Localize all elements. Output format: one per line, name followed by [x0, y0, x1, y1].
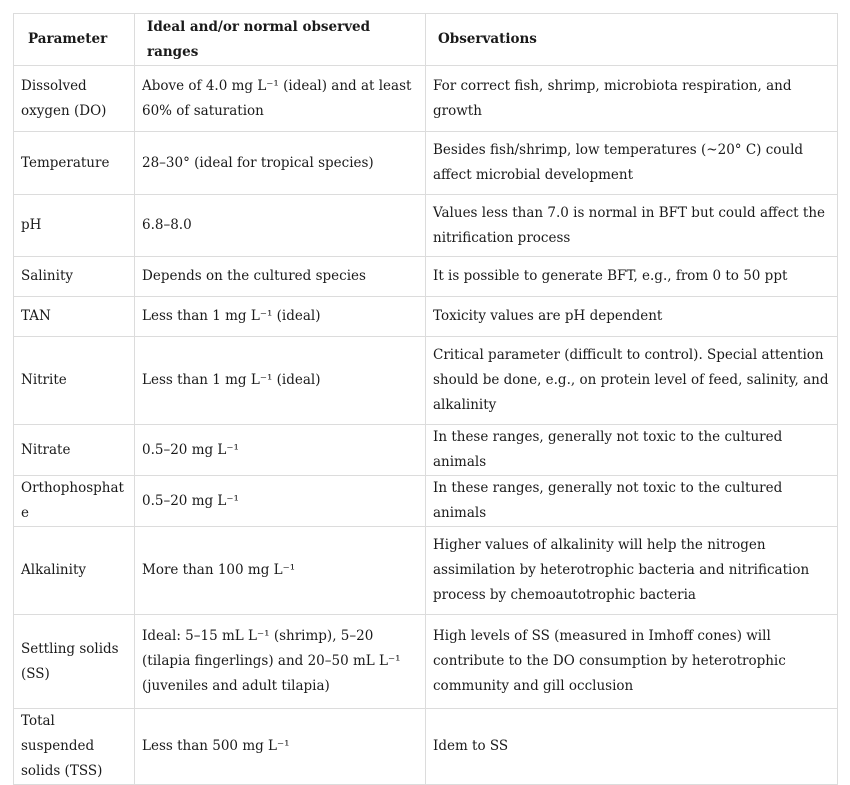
- header-observations: Observations: [425, 13, 838, 66]
- cell-observation: For correct fish, shrimp, microbiota res…: [425, 65, 838, 132]
- cell-parameter: TAN: [13, 296, 135, 337]
- cell-parameter: Temperature: [13, 131, 135, 195]
- cell-range: 28–30° (ideal for tropical species): [134, 131, 426, 195]
- table-row: TAN Less than 1 mg L⁻¹ (ideal) Toxicity …: [13, 296, 838, 337]
- cell-observation: In these ranges, generally not toxic to …: [425, 475, 838, 527]
- cell-observation: Values less than 7.0 is normal in BFT bu…: [425, 194, 838, 257]
- cell-observation: Toxicity values are pH dependent: [425, 296, 838, 337]
- table-container: Parameter Ideal and/or normal observed r…: [13, 13, 838, 785]
- cell-range: Less than 1 mg L⁻¹ (ideal): [134, 296, 426, 337]
- cell-range: 6.8–8.0: [134, 194, 426, 257]
- water-quality-table: Parameter Ideal and/or normal observed r…: [13, 13, 838, 785]
- cell-range: 0.5–20 mg L⁻¹: [134, 424, 426, 476]
- table-row: Nitrite Less than 1 mg L⁻¹ (ideal) Criti…: [13, 336, 838, 425]
- table-row: Alkalinity More than 100 mg L⁻¹ Higher v…: [13, 526, 838, 615]
- cell-range: Less than 1 mg L⁻¹ (ideal): [134, 336, 426, 425]
- table-row: Total suspended solids (TSS) Less than 5…: [13, 708, 838, 785]
- cell-observation: Besides fish/shrimp, low temperatures (~…: [425, 131, 838, 195]
- cell-range: Above of 4.0 mg L⁻¹ (ideal) and at least…: [134, 65, 426, 132]
- cell-parameter: Orthophosphate: [13, 475, 135, 527]
- cell-parameter: pH: [13, 194, 135, 257]
- header-parameter: Parameter: [13, 13, 135, 66]
- table-row: Nitrate 0.5–20 mg L⁻¹ In these ranges, g…: [13, 424, 838, 476]
- cell-parameter: Nitrite: [13, 336, 135, 425]
- table-row: Salinity Depends on the cultured species…: [13, 256, 838, 297]
- cell-observation: It is possible to generate BFT, e.g., fr…: [425, 256, 838, 297]
- cell-parameter: Salinity: [13, 256, 135, 297]
- table-row: Orthophosphate 0.5–20 mg L⁻¹ In these ra…: [13, 475, 838, 527]
- cell-observation: Critical parameter (difficult to control…: [425, 336, 838, 425]
- cell-range: Depends on the cultured species: [134, 256, 426, 297]
- table-row: Temperature 28–30° (ideal for tropical s…: [13, 131, 838, 195]
- cell-observation: Idem to SS: [425, 708, 838, 785]
- cell-parameter: Settling solids (SS): [13, 614, 135, 709]
- cell-observation: In these ranges, generally not toxic to …: [425, 424, 838, 476]
- table-row: Dissolved oxygen (DO) Above of 4.0 mg L⁻…: [13, 65, 838, 132]
- cell-parameter: Nitrate: [13, 424, 135, 476]
- cell-range: More than 100 mg L⁻¹: [134, 526, 426, 615]
- table-row: Settling solids (SS) Ideal: 5–15 mL L⁻¹ …: [13, 614, 838, 709]
- cell-parameter: Dissolved oxygen (DO): [13, 65, 135, 132]
- cell-observation: High levels of SS (measured in Imhoff co…: [425, 614, 838, 709]
- cell-range: Ideal: 5–15 mL L⁻¹ (shrimp), 5–20 (tilap…: [134, 614, 426, 709]
- table-header-row: Parameter Ideal and/or normal observed r…: [13, 13, 838, 66]
- cell-range: Less than 500 mg L⁻¹: [134, 708, 426, 785]
- cell-parameter: Total suspended solids (TSS): [13, 708, 135, 785]
- cell-observation: Higher values of alkalinity will help th…: [425, 526, 838, 615]
- cell-range: 0.5–20 mg L⁻¹: [134, 475, 426, 527]
- header-ranges: Ideal and/or normal observed ranges: [134, 13, 426, 66]
- table-row: pH 6.8–8.0 Values less than 7.0 is norma…: [13, 194, 838, 257]
- cell-parameter: Alkalinity: [13, 526, 135, 615]
